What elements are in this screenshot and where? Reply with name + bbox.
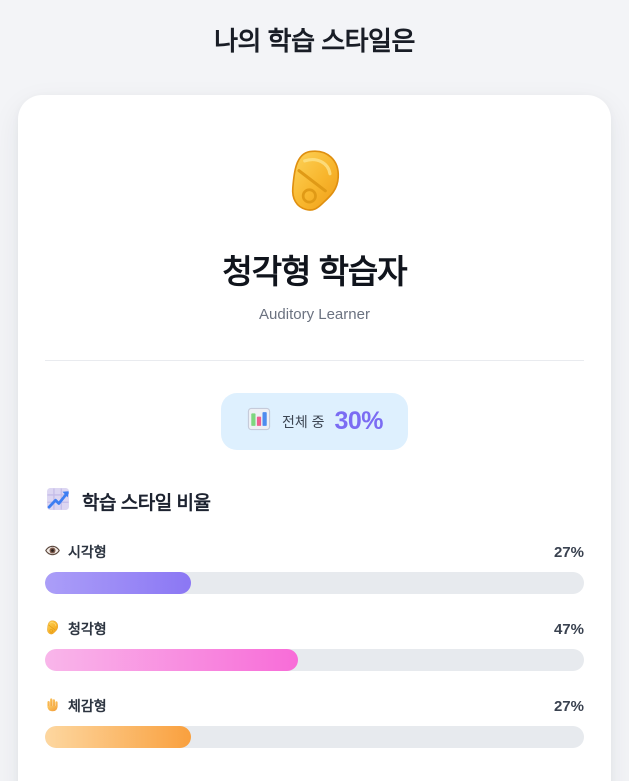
ratio-section: 학습 스타일 비율 시각형 27% 청각형 47% — [45, 486, 584, 748]
progress-track — [45, 572, 584, 594]
stat-row-visual: 시각형 27% — [45, 542, 584, 594]
badge-value: 30% — [334, 407, 384, 435]
badge-label: 전체 중 — [281, 413, 325, 430]
eye-icon — [45, 543, 60, 561]
page-title: 나의 학습 스타일은 — [214, 26, 415, 56]
progress-fill-kinesthetic — [45, 726, 191, 748]
raised-hand-icon — [45, 697, 60, 715]
stat-label-auditory: 청각형 — [68, 621, 107, 637]
result-title: 청각형 학습자 — [222, 253, 407, 290]
result-subtitle: Auditory Learner — [259, 306, 370, 323]
result-hero: 청각형 학습자 Auditory Learner — [45, 148, 584, 323]
divider — [45, 360, 584, 361]
result-card: 청각형 학습자 Auditory Learner 전체 중 30% 학습 스타일… — [18, 95, 611, 781]
chart-increasing-icon — [45, 486, 71, 517]
progress-fill-auditory — [45, 649, 299, 671]
stat-value-kinesthetic: 27% — [553, 697, 584, 715]
ratio-section-title: 학습 스타일 비율 — [82, 493, 211, 514]
stat-row-auditory: 청각형 47% — [45, 619, 584, 671]
stat-row-kinesthetic: 체감형 27% — [45, 696, 584, 748]
ear-icon — [45, 148, 584, 219]
stat-value-visual: 27% — [553, 543, 584, 561]
stat-label-visual: 시각형 — [68, 544, 107, 560]
progress-track — [45, 649, 584, 671]
stat-value-auditory: 47% — [553, 620, 584, 638]
progress-fill-visual — [45, 572, 191, 594]
ear-icon-small — [45, 620, 60, 638]
bar-chart-icon — [246, 406, 272, 437]
stat-label-kinesthetic: 체감형 — [68, 698, 107, 714]
total-share-badge: 전체 중 30% — [220, 393, 409, 450]
progress-track — [45, 726, 584, 748]
